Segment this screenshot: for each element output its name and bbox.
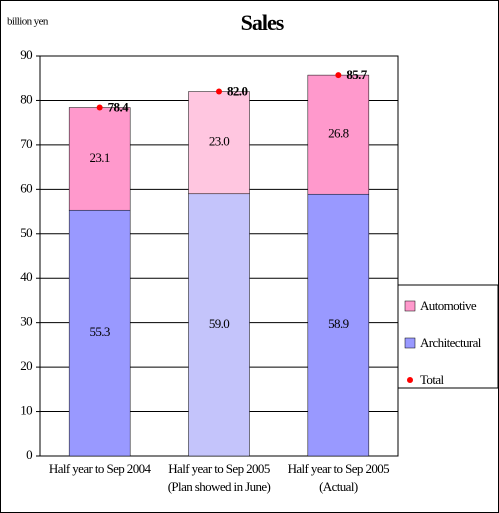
y-tick-label: 80 bbox=[20, 91, 32, 106]
legend-label: Architectural bbox=[420, 335, 482, 350]
legend-label: Total bbox=[420, 372, 445, 387]
bar-segment bbox=[188, 193, 250, 457]
chart-title: Sales bbox=[241, 10, 285, 35]
bar-value-label: 23.1 bbox=[89, 150, 109, 165]
x-tick-label: (Actual) bbox=[319, 479, 358, 494]
y-tick-label: 70 bbox=[20, 136, 32, 151]
legend-marker bbox=[407, 377, 413, 383]
y-tick-label: 10 bbox=[20, 403, 32, 418]
total-label: 85.7 bbox=[346, 67, 367, 82]
legend-label: Automotive bbox=[420, 298, 477, 313]
bar-segment bbox=[188, 91, 250, 195]
bar-value-label: 59.0 bbox=[209, 316, 229, 331]
bar-segment bbox=[307, 74, 370, 195]
total-label: 78.4 bbox=[108, 100, 129, 115]
total-dot bbox=[335, 72, 342, 79]
y-tick-label: 50 bbox=[20, 225, 32, 240]
bar-value-label: 26.8 bbox=[328, 126, 348, 141]
y-tick-label: 40 bbox=[20, 269, 32, 284]
x-tick-label: Half year to Sep 2004 bbox=[49, 461, 152, 476]
legend-swatch bbox=[404, 300, 416, 312]
bar-segment bbox=[68, 107, 131, 211]
x-tick-label: Half year to Sep 2005 bbox=[168, 461, 270, 476]
y-tick-label: 0 bbox=[26, 447, 32, 462]
total-dot bbox=[96, 104, 103, 111]
y-axis-label: billion yen bbox=[7, 16, 49, 28]
x-tick-label: Half year to Sep 2005 bbox=[288, 461, 390, 476]
y-tick-label: 60 bbox=[20, 180, 32, 195]
y-tick-label: 30 bbox=[20, 314, 32, 329]
total-dot bbox=[216, 88, 222, 95]
y-tick-label: 90 bbox=[20, 47, 32, 62]
bar-value-label: 58.9 bbox=[328, 316, 348, 331]
bar-segment bbox=[68, 209, 131, 457]
y-tick-label: 20 bbox=[20, 358, 32, 373]
bar-value-label: 55.3 bbox=[89, 324, 109, 339]
total-label: 82.0 bbox=[227, 84, 247, 99]
bar-value-label: 23.0 bbox=[209, 134, 229, 149]
legend-swatch bbox=[404, 337, 416, 349]
x-tick-label: (Plan showed in June) bbox=[168, 479, 271, 494]
